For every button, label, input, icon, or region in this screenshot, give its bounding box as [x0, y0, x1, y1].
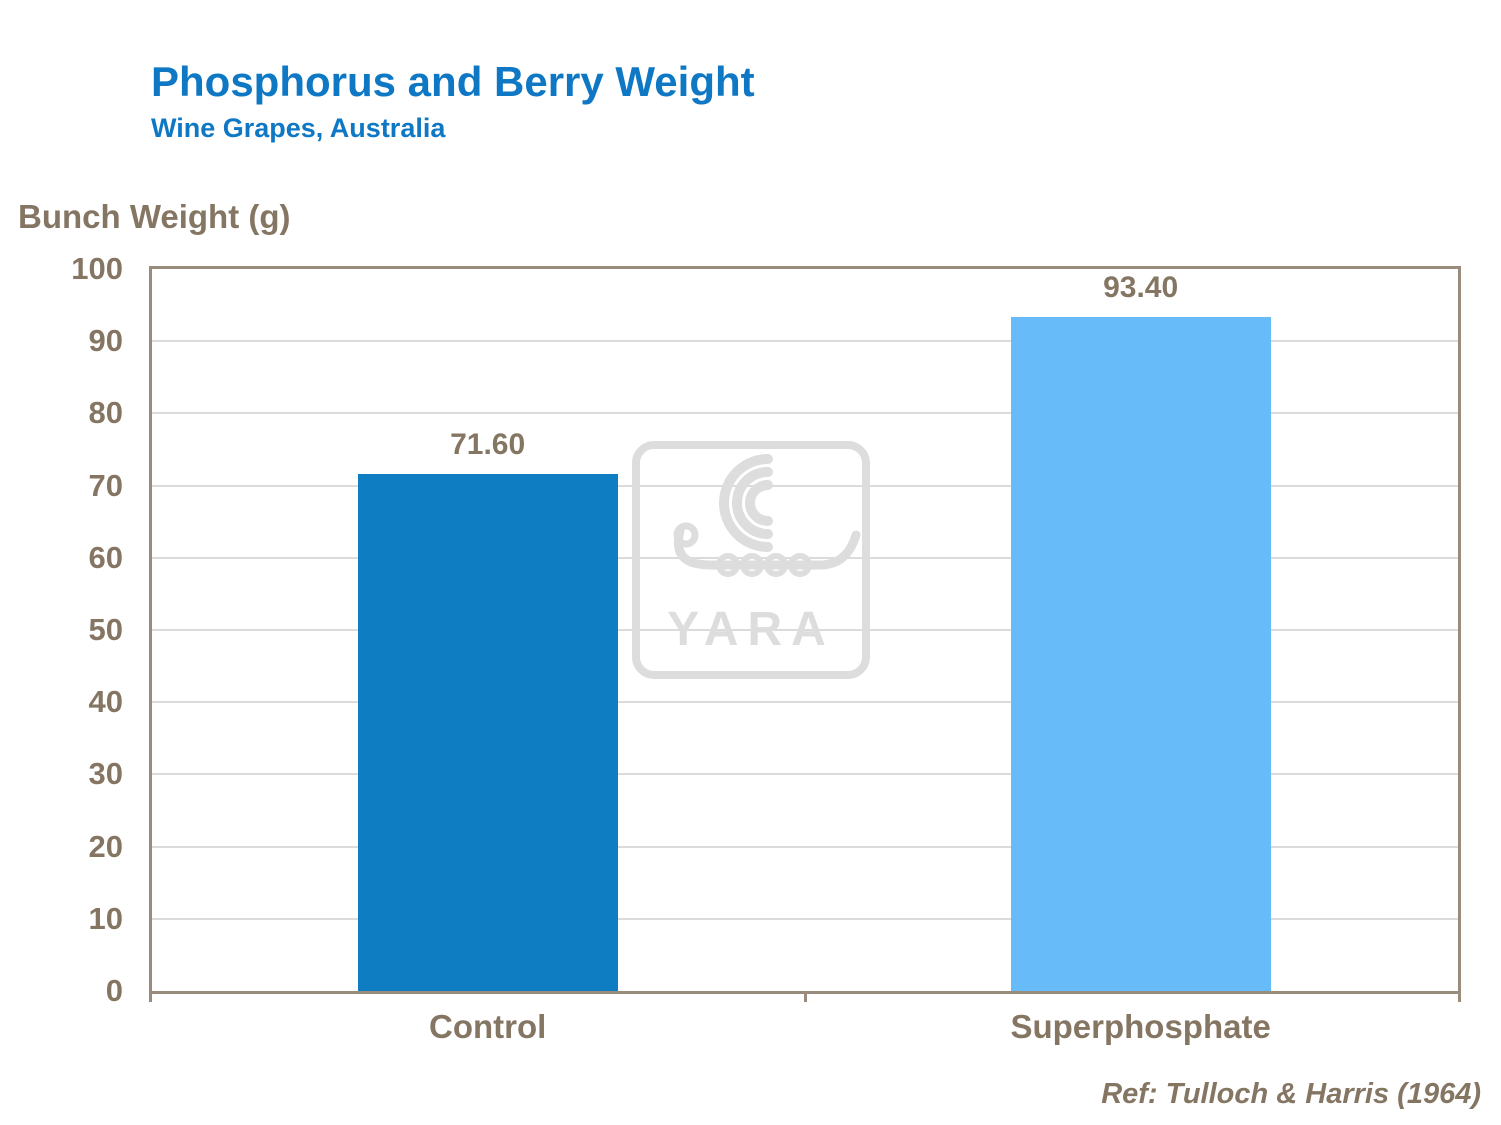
x-tick-mark [1458, 994, 1461, 1002]
gridline [152, 917, 1458, 920]
x-axis-tick-marks [149, 994, 1461, 1004]
y-tick-label: 50 [88, 612, 123, 647]
gridline [152, 845, 1458, 848]
x-tick-mark [803, 994, 807, 1002]
yara-logo-text: YARA [667, 603, 835, 656]
chart-title: Phosphorus and Berry Weight [151, 58, 755, 105]
gridline [152, 773, 1458, 776]
gridline [152, 629, 1458, 631]
x-category-label: Superphosphate [1010, 1008, 1271, 1045]
y-axis-ticks: 0 10 20 30 40 50 60 70 80 90 100 [0, 251, 135, 1008]
gridline [152, 340, 1458, 343]
bar-control [357, 474, 618, 991]
x-axis-labels: Control Superphosphate [152, 1008, 1458, 1058]
yara-logo-border [632, 441, 870, 679]
y-tick-label: 20 [88, 828, 123, 864]
y-tick-label: 90 [88, 323, 123, 359]
gridline [152, 701, 1458, 704]
y-axis-title: Bunch Weight (g) [18, 198, 291, 235]
gridline [152, 412, 1458, 415]
yara-logo-watermark: YARA [632, 441, 870, 679]
y-tick-label: 60 [88, 539, 123, 575]
y-tick-label: 40 [88, 684, 123, 720]
y-tick-label: 80 [88, 395, 123, 431]
y-tick-label: 30 [88, 756, 123, 792]
y-tick-label: 70 [88, 467, 123, 503]
bar-superphosphate [1010, 316, 1271, 991]
bar-value-label: 93.40 [1103, 270, 1179, 304]
plot-area: YARA 71.60 93.40 [149, 266, 1461, 994]
x-tick-mark [149, 994, 152, 1002]
y-tick-label: 0 [105, 973, 123, 1008]
reference-text: Ref: Tulloch & Harris (1964) [1101, 1078, 1481, 1110]
viking-ship-icon [673, 454, 861, 577]
y-tick-label: 100 [71, 251, 123, 286]
x-category-label: Control [428, 1008, 547, 1045]
y-tick-label: 10 [88, 900, 123, 936]
gridline [152, 484, 1458, 487]
bar-value-label: 71.60 [450, 428, 526, 462]
chart-subtitle: Wine Grapes, Australia [151, 113, 446, 143]
